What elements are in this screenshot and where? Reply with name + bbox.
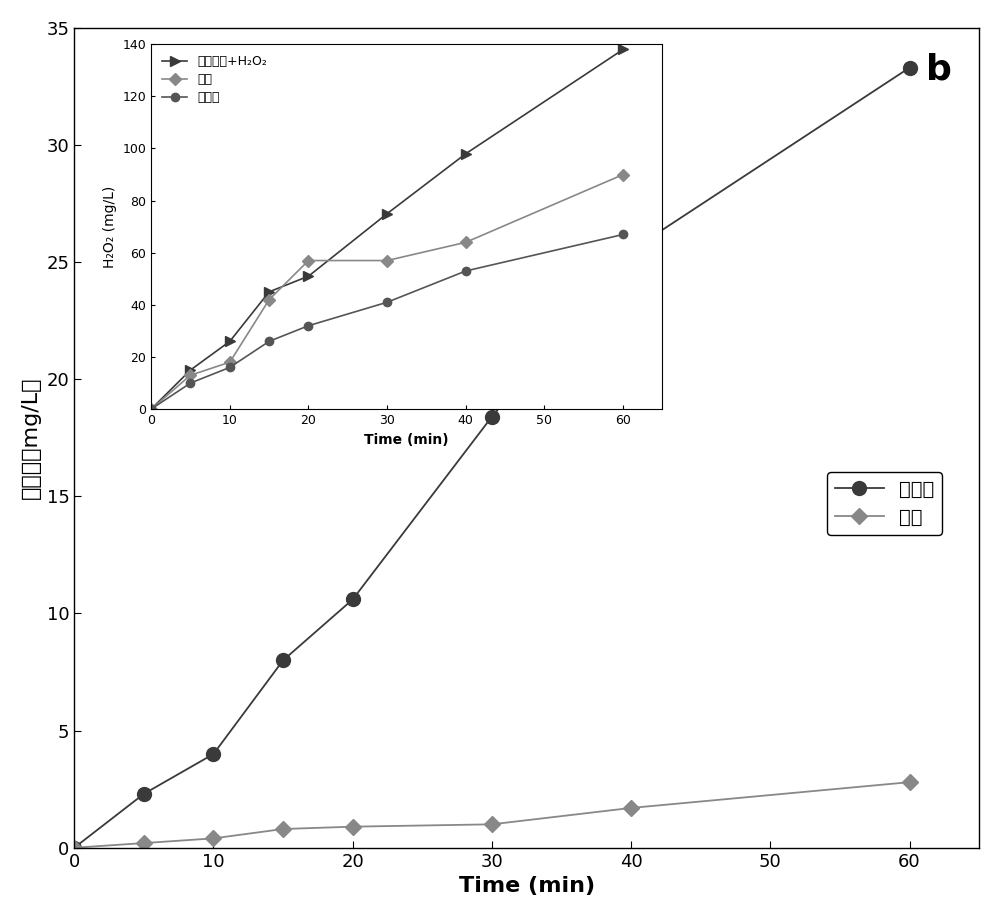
鐵板 (347, 821, 359, 832)
零价鐵 (277, 655, 289, 666)
零价鐵 (625, 245, 637, 256)
Legend: 零价鐵, 鐵板: 零价鐵, 鐵板 (827, 471, 942, 535)
X-axis label: Time (min): Time (min) (459, 876, 595, 896)
零价鐵 (68, 842, 80, 853)
鐵板 (68, 842, 80, 853)
鐵板 (486, 819, 498, 830)
Line: 鐵板: 鐵板 (69, 777, 915, 854)
鐵板 (625, 802, 637, 813)
鐵板 (207, 833, 219, 844)
零价鐵 (207, 748, 219, 759)
Line: 零价鐵: 零价鐵 (67, 61, 917, 855)
鐵板 (277, 823, 289, 834)
零价鐵 (138, 789, 150, 800)
零价鐵 (486, 411, 498, 422)
Text: b: b (926, 52, 952, 86)
鐵板 (138, 837, 150, 848)
零价鐵 (347, 594, 359, 605)
Y-axis label: 鐵含量（mg/L）: 鐵含量（mg/L） (21, 377, 41, 499)
零价鐵 (904, 62, 916, 73)
鐵板 (904, 777, 916, 788)
